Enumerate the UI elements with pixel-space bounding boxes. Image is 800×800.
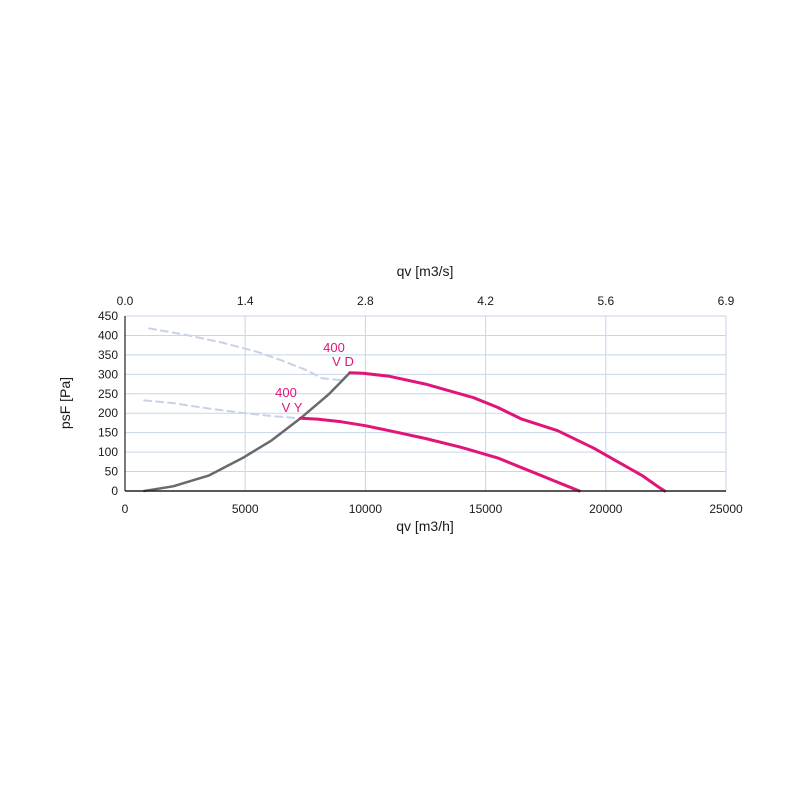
x-tick-label: 20000 — [589, 502, 623, 516]
y-tick-label: 100 — [98, 445, 118, 459]
y-tick-label: 250 — [98, 387, 118, 401]
grid — [124, 315, 727, 492]
y-tick-label: 0 — [111, 484, 118, 498]
y-tick-label: 400 — [98, 328, 118, 342]
stall-region-curve — [148, 327, 351, 382]
x-tick-label: 15000 — [469, 502, 503, 516]
top-tick-label: 4.2 — [477, 294, 494, 308]
y-tick-label: 350 — [98, 348, 118, 362]
top-tick-label: 6.9 — [718, 294, 735, 308]
x-tick-label: 10000 — [349, 502, 383, 516]
y-tick-label: 200 — [98, 406, 118, 420]
curve-label-size: 400 — [323, 340, 345, 355]
top-tick-label: 0.0 — [117, 294, 134, 308]
series-group — [142, 327, 667, 493]
y-tick-label: 450 — [98, 309, 118, 323]
x-tick-label: 25000 — [709, 502, 743, 516]
y-axis-ticks: 0 50 100 150 200 250 300 350 400 450 — [98, 309, 118, 498]
stall-region-curve — [143, 399, 302, 420]
axes — [124, 316, 726, 492]
top-tick-label: 2.8 — [357, 294, 374, 308]
y-tick-label: 300 — [98, 367, 118, 381]
x-axis-title: qv [m3/h] — [396, 518, 454, 534]
x-tick-label: 5000 — [232, 502, 259, 516]
y-tick-label: 50 — [105, 465, 119, 479]
curve-label-size: 400 — [275, 385, 297, 400]
fan-curve-D — [348, 371, 667, 493]
x-tick-label: 0 — [122, 502, 129, 516]
y-axis-title: psF [Pa] — [57, 377, 73, 429]
fan-curve-Y — [299, 416, 581, 493]
curve-label-connection: V D — [332, 354, 354, 369]
top-axis-title: qv [m3/s] — [397, 263, 454, 279]
x-axis-ticks: 0 5000 10000 15000 20000 25000 — [122, 502, 743, 516]
top-tick-label: 5.6 — [597, 294, 614, 308]
top-tick-label: 1.4 — [237, 294, 254, 308]
system-line — [142, 371, 352, 493]
top-axis-ticks: 0.0 1.4 2.8 4.2 5.6 6.9 — [117, 294, 735, 308]
y-tick-label: 150 — [98, 426, 118, 440]
curve-label-connection: V Y — [282, 400, 303, 415]
